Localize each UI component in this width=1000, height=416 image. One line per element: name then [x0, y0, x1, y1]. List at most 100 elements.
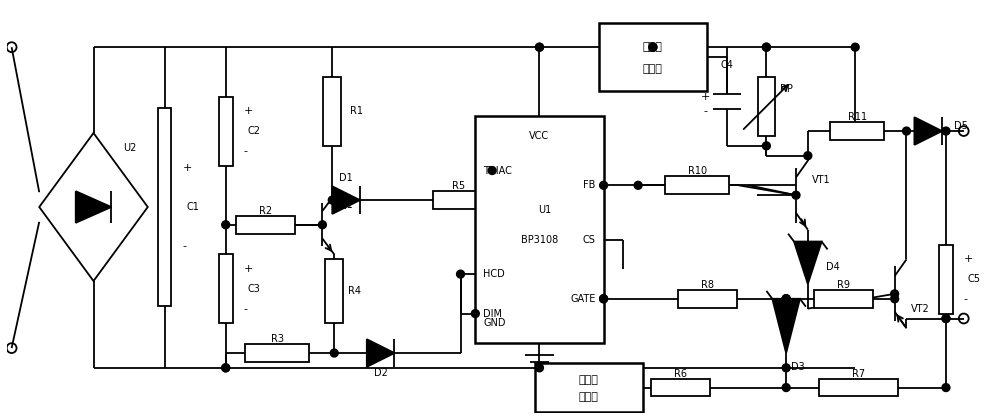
- Text: 过压保: 过压保: [643, 42, 663, 52]
- Text: +: +: [243, 264, 253, 274]
- Circle shape: [536, 364, 543, 372]
- Text: VT1: VT1: [812, 176, 830, 186]
- Circle shape: [649, 43, 657, 51]
- Text: -: -: [964, 294, 968, 304]
- Text: VCC: VCC: [529, 131, 550, 141]
- Circle shape: [891, 290, 899, 298]
- Bar: [158, 108, 171, 306]
- Bar: [219, 97, 233, 166]
- Polygon shape: [914, 117, 942, 145]
- Circle shape: [222, 221, 230, 229]
- Text: C5: C5: [968, 274, 981, 284]
- Circle shape: [762, 43, 770, 51]
- Circle shape: [457, 270, 464, 278]
- Text: R7: R7: [852, 369, 865, 379]
- Bar: [678, 290, 737, 308]
- Circle shape: [600, 295, 608, 303]
- Text: D1: D1: [339, 173, 353, 183]
- Bar: [830, 122, 884, 140]
- Text: R5: R5: [452, 181, 465, 191]
- Circle shape: [782, 295, 790, 303]
- Bar: [939, 245, 953, 314]
- Circle shape: [891, 295, 899, 303]
- Text: R4: R4: [348, 286, 361, 296]
- Circle shape: [318, 221, 326, 229]
- Text: Q1: Q1: [339, 200, 353, 210]
- Text: R1: R1: [350, 106, 363, 116]
- Bar: [236, 216, 295, 234]
- Text: BP3108: BP3108: [521, 235, 558, 245]
- Text: D3: D3: [791, 362, 805, 372]
- Circle shape: [942, 127, 950, 135]
- Bar: [433, 191, 484, 209]
- Bar: [219, 254, 233, 323]
- Text: U1: U1: [538, 205, 551, 215]
- Polygon shape: [772, 299, 800, 353]
- Circle shape: [804, 152, 812, 160]
- Text: R11: R11: [848, 112, 867, 122]
- Circle shape: [634, 181, 642, 189]
- Text: D2: D2: [374, 368, 388, 378]
- Polygon shape: [76, 191, 111, 223]
- Bar: [758, 77, 775, 136]
- Text: D4: D4: [826, 262, 839, 272]
- Text: GATE: GATE: [570, 294, 596, 304]
- Text: -: -: [182, 241, 186, 252]
- Circle shape: [782, 295, 790, 303]
- Bar: [814, 290, 873, 308]
- Text: C3: C3: [247, 284, 260, 294]
- Polygon shape: [332, 186, 360, 214]
- Circle shape: [903, 127, 910, 135]
- Text: U2: U2: [123, 143, 136, 153]
- Circle shape: [942, 314, 950, 322]
- Text: GND: GND: [483, 318, 506, 329]
- Text: C2: C2: [247, 126, 260, 136]
- Circle shape: [782, 384, 790, 391]
- Text: R3: R3: [271, 334, 284, 344]
- Circle shape: [649, 43, 657, 51]
- Circle shape: [942, 314, 950, 322]
- Text: C1: C1: [186, 202, 199, 212]
- Text: RP: RP: [780, 84, 793, 94]
- Circle shape: [792, 191, 800, 199]
- Circle shape: [600, 295, 608, 303]
- Text: +: +: [701, 92, 710, 102]
- Text: DIM: DIM: [483, 309, 502, 319]
- Circle shape: [330, 349, 338, 357]
- Text: -: -: [243, 304, 247, 314]
- Text: R6: R6: [674, 369, 687, 379]
- Text: HCD: HCD: [483, 269, 505, 279]
- Bar: [599, 23, 707, 91]
- Text: FB: FB: [583, 180, 596, 190]
- Circle shape: [536, 43, 543, 51]
- Text: R10: R10: [688, 166, 707, 176]
- Circle shape: [762, 43, 770, 51]
- Circle shape: [222, 364, 230, 372]
- Circle shape: [782, 295, 790, 303]
- Text: VT2: VT2: [910, 304, 929, 314]
- Text: R2: R2: [259, 206, 272, 216]
- Circle shape: [536, 43, 543, 51]
- Bar: [475, 116, 604, 343]
- Text: CS: CS: [583, 235, 596, 245]
- Text: +: +: [243, 106, 253, 116]
- Bar: [323, 77, 341, 146]
- Text: 护电路: 护电路: [643, 64, 663, 74]
- Text: C4: C4: [720, 60, 733, 70]
- Circle shape: [222, 364, 230, 372]
- Text: +: +: [964, 254, 973, 264]
- Bar: [535, 363, 643, 412]
- Circle shape: [471, 310, 479, 317]
- Bar: [325, 259, 343, 323]
- Circle shape: [942, 384, 950, 391]
- Polygon shape: [367, 339, 394, 367]
- Circle shape: [762, 142, 770, 150]
- Text: 大电路: 大电路: [579, 392, 599, 402]
- Text: TRIAC: TRIAC: [483, 166, 512, 176]
- Text: +: +: [182, 163, 192, 173]
- Text: R9: R9: [837, 280, 850, 290]
- Text: -: -: [703, 106, 707, 116]
- Polygon shape: [794, 242, 822, 284]
- Bar: [665, 176, 729, 194]
- Text: D5: D5: [954, 121, 968, 131]
